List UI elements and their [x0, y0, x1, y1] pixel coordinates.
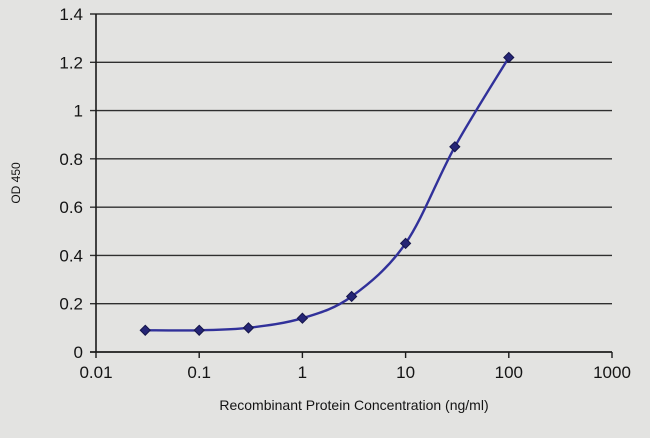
gridlines-layer — [90, 13, 612, 353]
x-tick-label: 1000 — [593, 363, 631, 382]
data-point-marker — [345, 290, 358, 303]
axes-layer — [90, 14, 613, 358]
x-tick-label: 1 — [298, 363, 307, 382]
y-tick-label: 0.6 — [59, 198, 83, 217]
data-point-marker — [139, 324, 151, 336]
x-tick-label: 0.01 — [79, 363, 112, 382]
y-tick-label: 0 — [74, 343, 83, 362]
y-tick-label: 0.8 — [59, 150, 83, 169]
y-tick-label: 0.4 — [59, 246, 83, 265]
data-series-layer — [139, 51, 515, 336]
y-tick-label: 1.4 — [59, 5, 83, 24]
y-axis-title: OD 450 — [9, 162, 23, 204]
data-point-marker — [193, 324, 205, 336]
data-point-marker — [242, 322, 255, 334]
data-point-marker — [296, 312, 309, 324]
y-tick-label: 1.2 — [59, 53, 83, 72]
tick-labels-layer: 0 0.2 0.4 0.6 0.8 1 1.2 1.4 0.01 0.1 1 10 100 1000 — [59, 5, 631, 382]
data-point-marker — [503, 51, 515, 64]
data-point-marker — [449, 141, 461, 153]
series-line — [145, 56, 510, 332]
x-axis-title: Recombinant Protein Concentration (ng/ml… — [219, 397, 488, 413]
x-tick-label: 100 — [495, 363, 523, 382]
x-tick-label: 10 — [396, 363, 415, 382]
x-tick-label: 0.1 — [187, 363, 211, 382]
data-point-marker — [399, 237, 412, 250]
y-tick-label: 0.2 — [59, 295, 83, 314]
y-tick-label: 1 — [74, 102, 83, 121]
